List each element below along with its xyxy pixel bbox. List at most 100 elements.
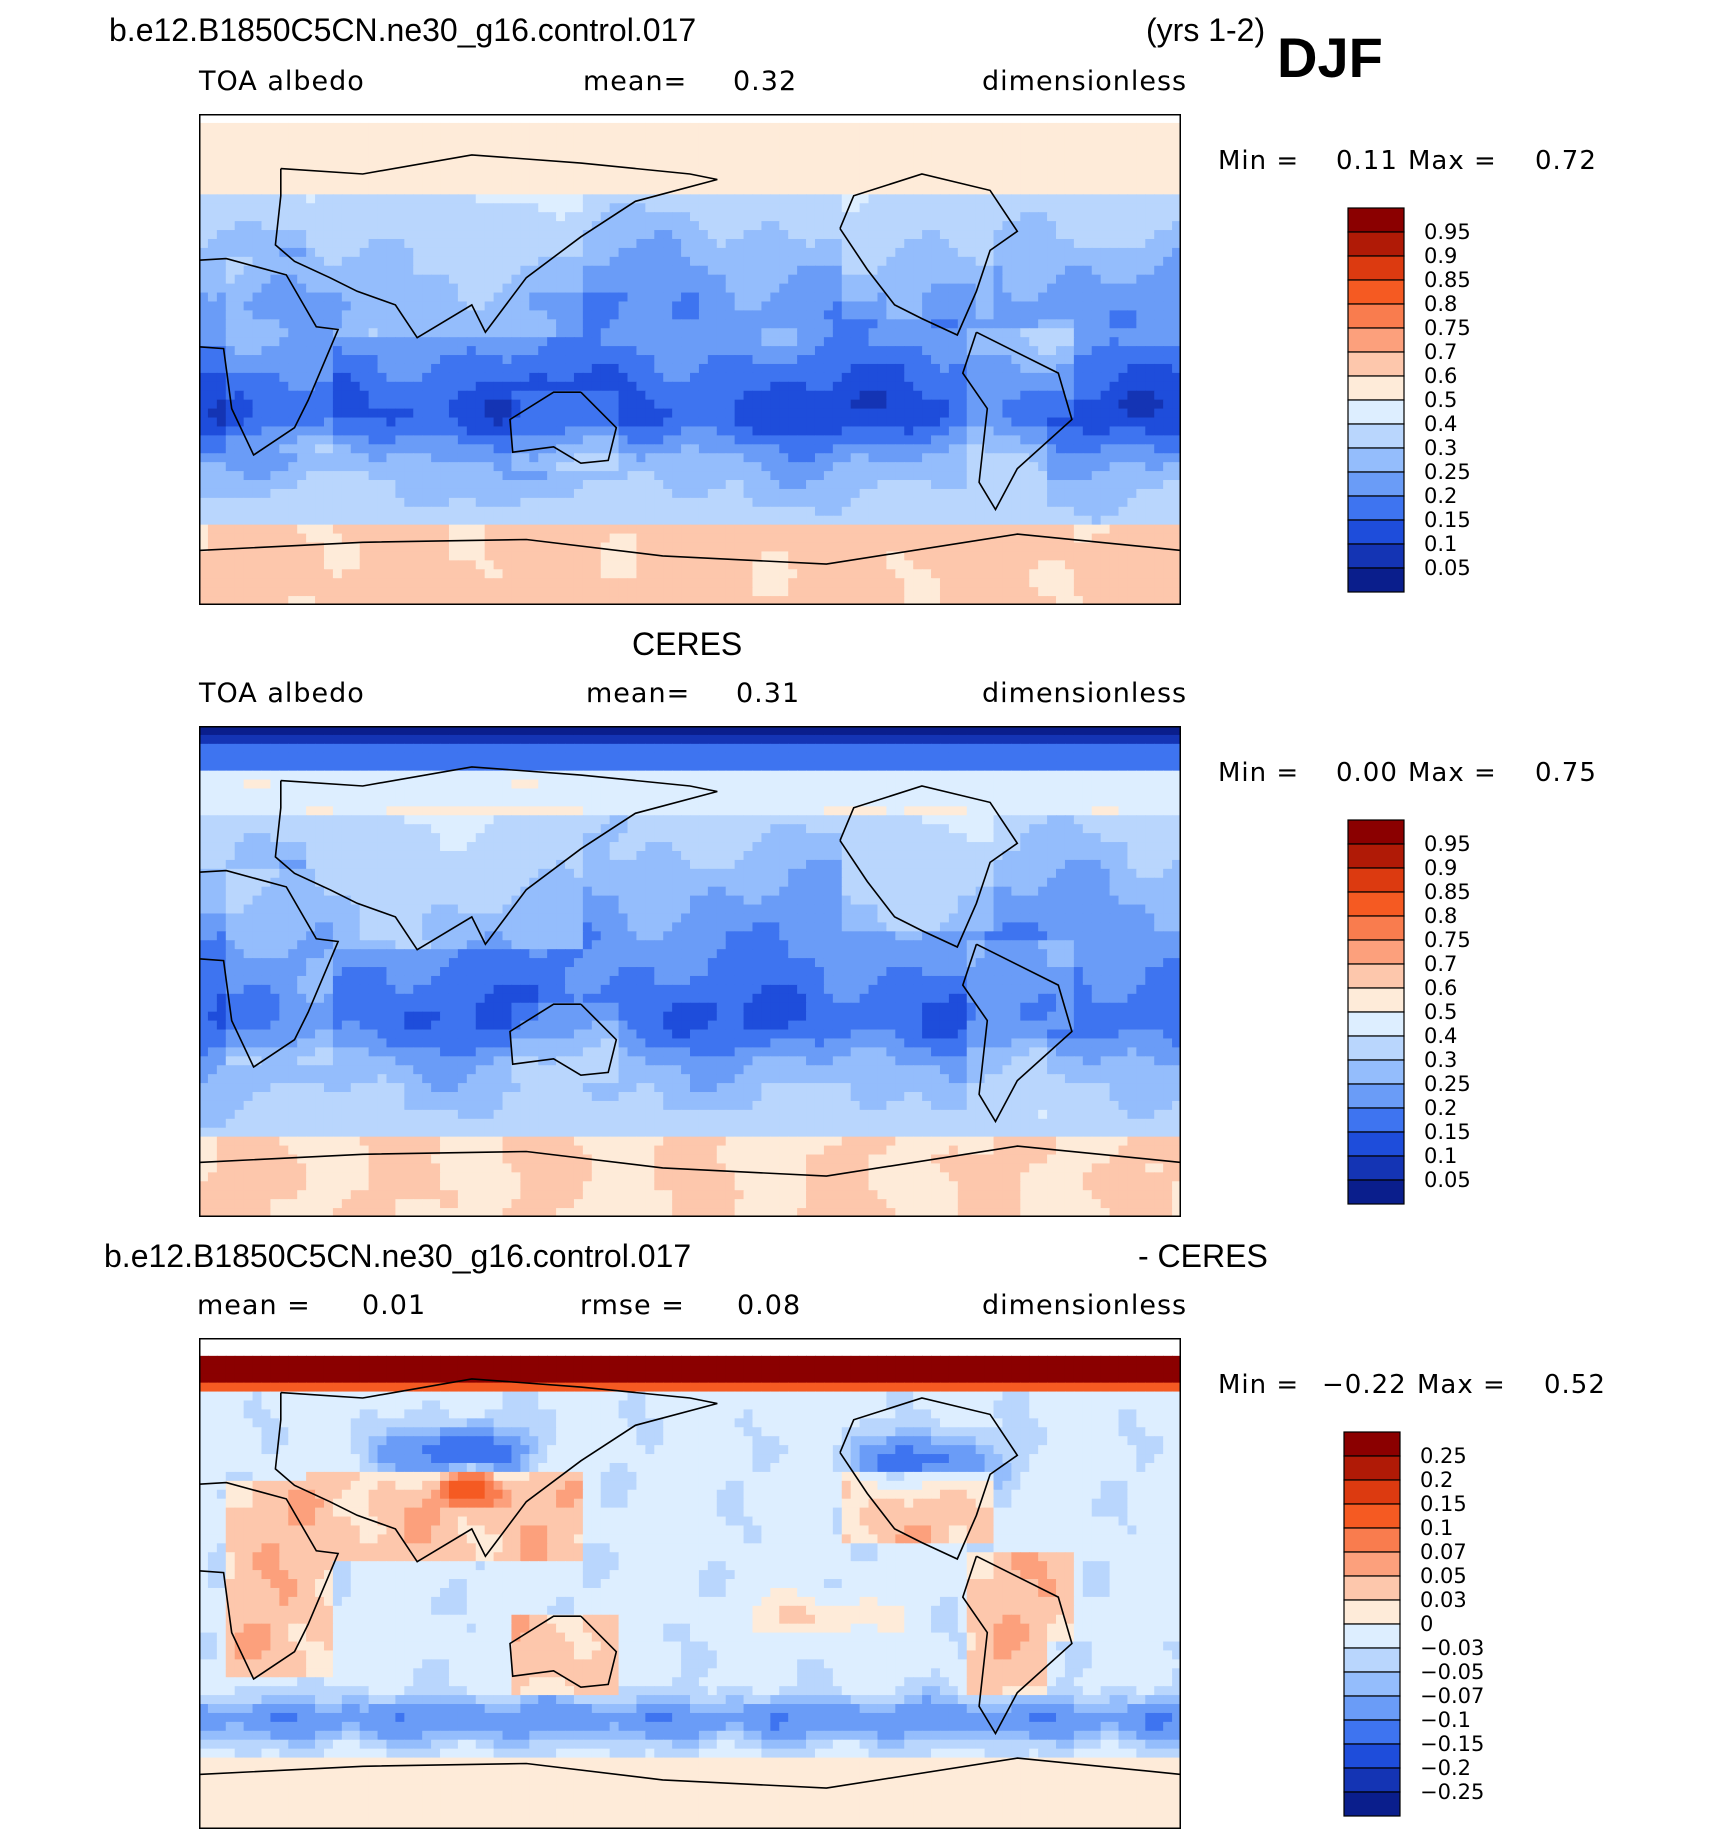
map-cell (743, 230, 754, 240)
map-cell (814, 140, 825, 151)
map-cell (448, 524, 459, 535)
map-cell (207, 221, 218, 231)
map-cell (672, 515, 682, 526)
map-cell (734, 444, 745, 454)
map-cell (788, 283, 798, 294)
map-cell (1056, 417, 1066, 428)
map-cell (1172, 453, 1181, 463)
map-cell (1047, 337, 1057, 347)
map-cell (797, 212, 807, 222)
map-cell (904, 247, 914, 258)
map-cell (681, 363, 691, 374)
map-cell (475, 256, 486, 267)
map-cell (868, 292, 879, 303)
map-cell (841, 515, 852, 526)
map-cell (234, 283, 245, 294)
map-cell (832, 515, 843, 526)
map-cell (243, 176, 254, 187)
map-cell (261, 417, 272, 428)
map-cell (600, 176, 611, 187)
map-cell (484, 185, 495, 195)
map-cell (484, 238, 495, 249)
map-cell (975, 435, 986, 445)
map-cell (306, 355, 316, 365)
map-cell (1002, 221, 1012, 231)
map-cell (493, 185, 504, 195)
map-cell (743, 140, 754, 151)
map-cell (252, 355, 263, 365)
map-cell (600, 310, 611, 320)
map-cell (1073, 444, 1084, 454)
map-cell (1002, 310, 1012, 320)
map-cell (216, 480, 227, 490)
map-cell (1082, 185, 1093, 195)
map-cell (565, 515, 575, 526)
map-cell (645, 265, 655, 276)
map-cell (707, 185, 718, 195)
map-cell (716, 256, 727, 267)
map-cell (734, 292, 745, 303)
map-cell (234, 221, 245, 231)
map-cell (422, 221, 432, 231)
map-cell (1100, 212, 1111, 222)
map-cell (279, 363, 289, 374)
map-cell (440, 167, 450, 178)
map-cell (520, 355, 530, 365)
map-cell (716, 372, 727, 383)
map-cell (779, 185, 789, 195)
map-cell (591, 131, 602, 142)
map-cell (672, 435, 682, 445)
map-cell (279, 301, 289, 311)
map-cell (582, 176, 593, 187)
map-cell (913, 372, 923, 383)
map-cell (993, 131, 1004, 142)
map-cell (922, 158, 932, 169)
map-cell (609, 363, 620, 374)
map-cell (243, 149, 254, 160)
map-cell (1127, 480, 1137, 490)
map-cell (288, 140, 298, 151)
map-cell (1002, 346, 1012, 356)
map-cell (645, 372, 655, 383)
map-cell (448, 131, 459, 142)
map-cell (502, 122, 513, 133)
map-cell (270, 265, 280, 276)
map-cell (609, 435, 620, 445)
map-cell (270, 462, 280, 472)
map-cell (1118, 488, 1129, 499)
map-cell (216, 471, 227, 481)
map-cell (886, 471, 896, 481)
map-cell (529, 185, 539, 195)
map-cell (359, 426, 370, 436)
map-cell (234, 399, 245, 410)
map-cell (1047, 381, 1057, 392)
map-cell (556, 471, 566, 481)
map-cell (431, 399, 441, 410)
map-cell (252, 158, 263, 169)
map-cell (832, 274, 843, 285)
map-cell (565, 363, 575, 374)
map-cell (850, 292, 861, 303)
map-cell (1029, 301, 1039, 311)
map-cell (770, 131, 780, 142)
map-cell (386, 497, 396, 508)
map-cell (877, 140, 887, 151)
map-cell (779, 480, 789, 490)
map-cell (502, 435, 513, 445)
map-cell (484, 408, 495, 419)
map-cell (538, 122, 548, 133)
map-cell (609, 372, 620, 383)
map-cell (716, 497, 727, 508)
map-cell (734, 435, 745, 445)
map-cell (1029, 497, 1039, 508)
map-cell (904, 185, 914, 195)
map-cell (1136, 310, 1146, 320)
map-cell (475, 381, 486, 392)
map-cell (1136, 185, 1146, 195)
map-cell (1127, 408, 1137, 419)
map-cell (216, 221, 227, 231)
map-cell (939, 426, 950, 436)
map-cell (225, 346, 236, 356)
map-cell (1038, 158, 1048, 169)
map-cell (734, 471, 745, 481)
